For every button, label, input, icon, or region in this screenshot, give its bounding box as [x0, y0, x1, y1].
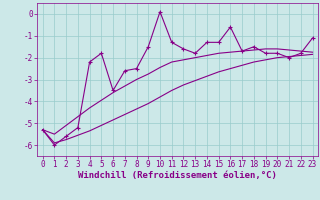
X-axis label: Windchill (Refroidissement éolien,°C): Windchill (Refroidissement éolien,°C) [78, 171, 277, 180]
